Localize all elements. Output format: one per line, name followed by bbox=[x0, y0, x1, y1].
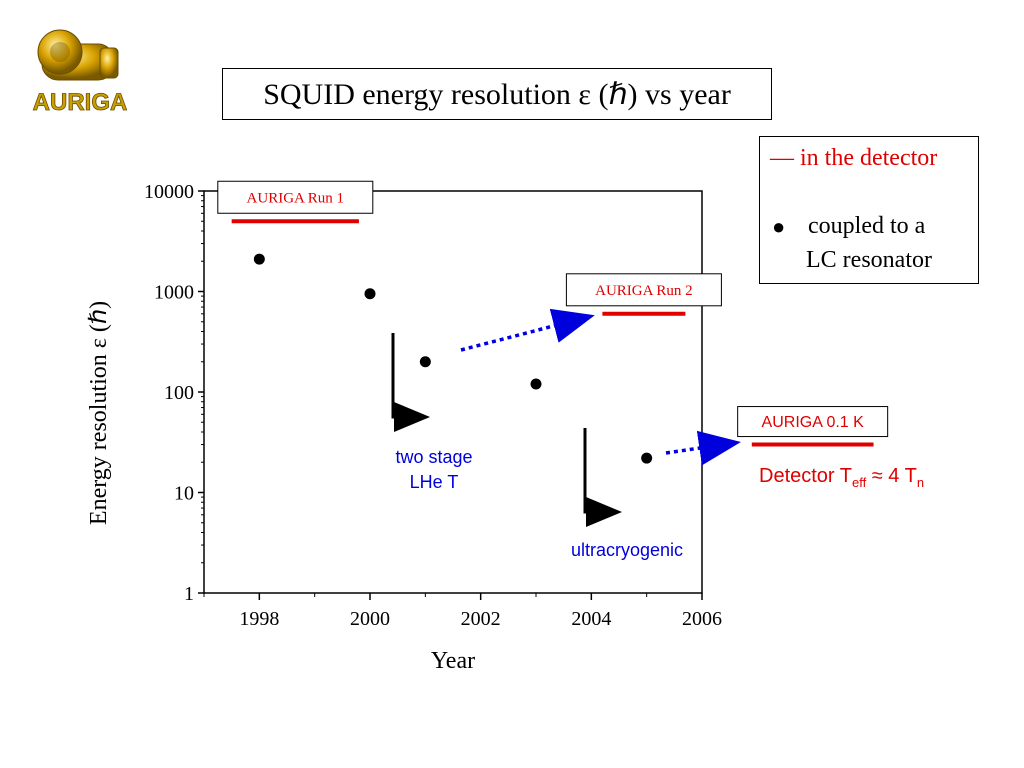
x-tick-label: 1998 bbox=[239, 608, 279, 630]
run-label: AURIGA 0.1 K bbox=[762, 414, 865, 431]
y-tick-label: 10 bbox=[174, 483, 194, 505]
svg-text:AURIGA: AURIGA bbox=[33, 89, 128, 116]
run-label-box: AURIGA 0.1 K bbox=[737, 406, 889, 438]
legend-dot-entry-line2: LC resonator bbox=[806, 247, 932, 273]
run-label: AURIGA Run 1 bbox=[247, 191, 345, 207]
data-point bbox=[364, 288, 376, 300]
plot-frame bbox=[203, 190, 703, 594]
y-axis-label: Energy resolution ε (ℏ) bbox=[86, 301, 112, 525]
legend-line-entry: — in the detector bbox=[770, 145, 938, 171]
x-tick-label: 2006 bbox=[682, 608, 722, 630]
step-arrow-2 bbox=[583, 428, 622, 527]
run-label: AURIGA Run 2 bbox=[595, 283, 693, 299]
run-label-box: AURIGA Run 1 bbox=[217, 180, 374, 214]
annotation-ultracryogenic: ultracryogenic bbox=[571, 540, 683, 560]
x-tick-label: 2000 bbox=[350, 608, 390, 630]
data-point bbox=[530, 378, 542, 390]
y-tick-label: 1 bbox=[184, 583, 194, 605]
run-label-frame bbox=[565, 273, 722, 307]
annotation-two-stage: two stage bbox=[395, 447, 472, 467]
dotted-arrow-run2 bbox=[460, 308, 595, 352]
legend: — in the detector ● coupled to a LC reso… bbox=[759, 136, 979, 284]
step-arrow-1 bbox=[391, 333, 430, 432]
chart-title: SQUID energy resolution ε (ℏ) vs year bbox=[222, 68, 772, 120]
data-point bbox=[419, 356, 431, 368]
legend-dot-marker: ● bbox=[772, 214, 786, 239]
x-tick-label: 2002 bbox=[461, 608, 501, 630]
y-tick-label: 10000 bbox=[144, 181, 194, 203]
y-tick-label: 1000 bbox=[154, 282, 194, 304]
dotted-arrow-01k bbox=[665, 430, 741, 466]
data-point bbox=[641, 452, 653, 464]
legend-dot-entry-line1: coupled to a bbox=[808, 213, 926, 239]
auriga-logo: AURIGA bbox=[30, 24, 130, 116]
annotation-lhe: LHe T bbox=[410, 472, 459, 492]
annotation-detector-teff: Detector Teff ≈ 4 Tn bbox=[759, 465, 924, 490]
run-label-box: AURIGA Run 2 bbox=[565, 273, 722, 307]
run-label-frame bbox=[217, 180, 374, 214]
x-axis-label: Year bbox=[431, 648, 475, 674]
x-tick-label: 2004 bbox=[571, 608, 611, 630]
data-point bbox=[253, 253, 265, 265]
run-label-frame bbox=[737, 406, 889, 438]
y-tick-label: 100 bbox=[164, 382, 194, 404]
